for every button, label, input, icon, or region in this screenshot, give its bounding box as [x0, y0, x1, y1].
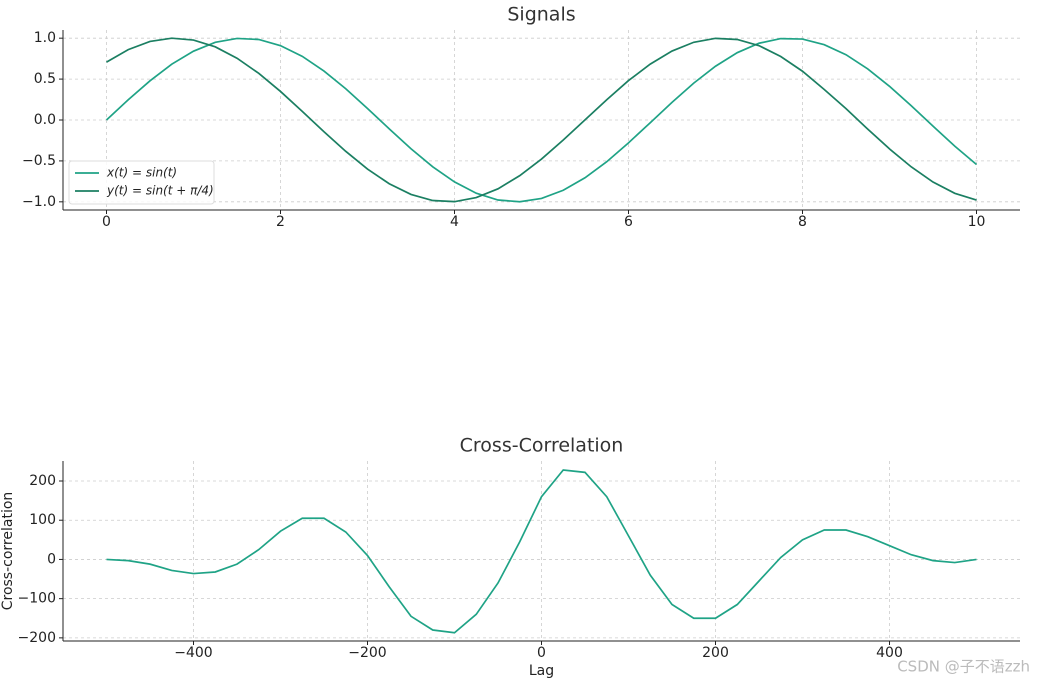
y-tick-label: 0 — [47, 551, 56, 567]
x-tick-label: −200 — [348, 645, 386, 661]
x-tick-label: 0 — [537, 645, 546, 661]
legend-box — [68, 160, 215, 205]
x-tick-label: 4 — [450, 214, 459, 230]
y-tick-label: −200 — [18, 630, 56, 646]
line — [105, 37, 978, 203]
y-tick-label: 1.0 — [34, 30, 56, 46]
y-tick-label: 0.5 — [34, 71, 56, 87]
x-tick-label: 10 — [968, 214, 986, 230]
y-tick-label: −0.5 — [22, 153, 56, 169]
x-tick-label: 400 — [876, 645, 903, 661]
y-tick-label: 200 — [29, 473, 56, 489]
x-tick-label: −400 — [174, 645, 212, 661]
y-tick-label: 100 — [29, 512, 56, 528]
x-axis-label: Lag — [529, 663, 554, 679]
line — [106, 469, 977, 634]
y-tick-label: 0.0 — [34, 112, 56, 128]
chart-title: Cross-Correlation — [460, 435, 624, 457]
y-tick-label: −1.0 — [22, 194, 56, 210]
x-tick-label: 8 — [798, 214, 807, 230]
legend-label: y(t) = sin(t + π/4) — [106, 184, 214, 198]
x-tick-label: 2 — [276, 214, 285, 230]
chart-title: Signals — [507, 4, 575, 26]
y-axis-label: Cross-correlation — [0, 492, 16, 611]
x-tick-label: 6 — [624, 214, 633, 230]
watermark: CSDN @子不语zzh — [897, 658, 1030, 676]
x-tick-label: 0 — [102, 214, 111, 230]
y-tick-label: −100 — [18, 591, 56, 607]
x-tick-label: 200 — [702, 645, 729, 661]
legend-label: x(t) = sin(t) — [106, 166, 177, 180]
line — [106, 37, 977, 203]
